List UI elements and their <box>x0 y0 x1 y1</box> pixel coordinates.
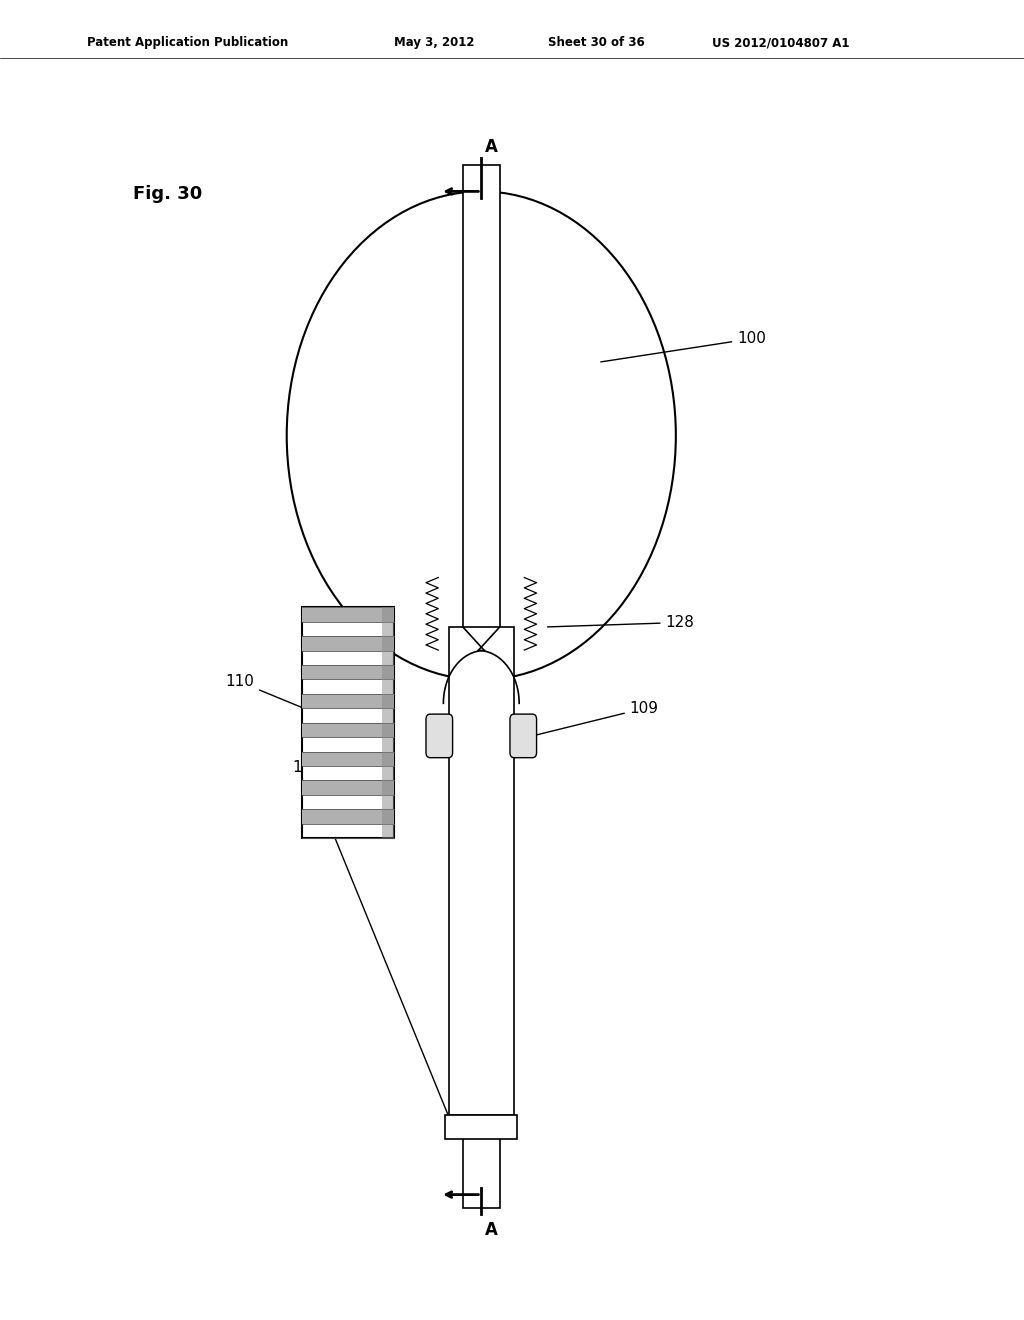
Text: Sheet 30 of 36: Sheet 30 of 36 <box>548 36 644 49</box>
Bar <box>302 694 394 709</box>
Text: May 3, 2012: May 3, 2012 <box>394 36 475 49</box>
FancyBboxPatch shape <box>426 714 453 758</box>
Text: 109: 109 <box>522 701 658 738</box>
Bar <box>302 722 394 737</box>
Text: A: A <box>485 137 498 156</box>
Text: A: A <box>485 1221 498 1239</box>
Bar <box>445 1115 517 1139</box>
Text: 100: 100 <box>601 331 766 362</box>
Bar <box>302 665 394 680</box>
Bar <box>302 607 394 622</box>
Bar <box>302 636 394 651</box>
Bar <box>302 809 394 824</box>
Text: 110: 110 <box>225 675 336 722</box>
Text: 108: 108 <box>292 760 453 1126</box>
Bar <box>302 780 394 795</box>
Bar <box>463 165 500 1208</box>
Text: Fig. 30: Fig. 30 <box>133 185 203 203</box>
Text: Patent Application Publication: Patent Application Publication <box>87 36 289 49</box>
Bar <box>449 627 514 1115</box>
Text: US 2012/0104807 A1: US 2012/0104807 A1 <box>712 36 849 49</box>
FancyBboxPatch shape <box>510 714 537 758</box>
Text: 128: 128 <box>548 615 694 630</box>
Bar <box>302 751 394 766</box>
Bar <box>302 607 394 838</box>
Bar <box>382 607 394 838</box>
